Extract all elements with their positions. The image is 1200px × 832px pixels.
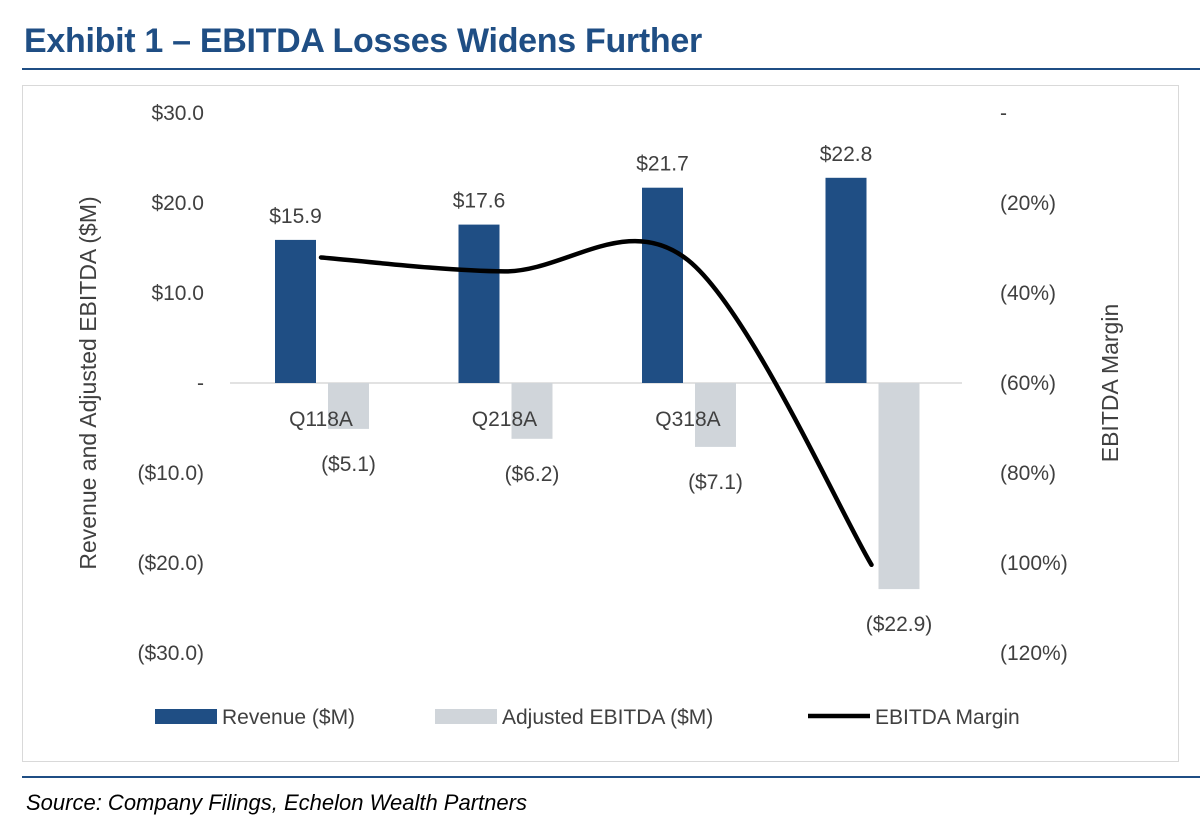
ebitda-bar bbox=[878, 383, 920, 590]
revenue-bar bbox=[642, 187, 683, 383]
y2-axis-title: EBITDA Margin bbox=[1097, 304, 1123, 463]
y-tick-label: ($10.0) bbox=[137, 462, 204, 485]
source-note: Source: Company Filings, Echelon Wealth … bbox=[26, 790, 527, 815]
ebitda-bar bbox=[695, 383, 736, 447]
y-tick-label: $30.0 bbox=[151, 102, 204, 125]
x-tick-label: Q318A bbox=[655, 408, 720, 431]
ebitda-bar bbox=[328, 383, 369, 429]
revenue-data-label: $22.8 bbox=[820, 143, 873, 166]
revenue-bar bbox=[275, 239, 316, 383]
y-tick-label: ($20.0) bbox=[137, 552, 204, 575]
ebitda-data-label: ($22.9) bbox=[866, 613, 933, 636]
ebitda-data-label: ($6.2) bbox=[505, 463, 560, 486]
y-tick-label: - bbox=[197, 372, 204, 395]
y2-tick-label: - bbox=[1000, 102, 1007, 125]
ebitda-margin-line bbox=[318, 238, 874, 568]
y-tick-label: ($30.0) bbox=[137, 642, 204, 665]
legend-label-ebitda: Adjusted EBITDA ($M) bbox=[502, 706, 713, 729]
title-rule bbox=[22, 68, 1200, 70]
revenue-data-label: $21.7 bbox=[636, 153, 689, 176]
y2-tick-label: (20%) bbox=[1000, 192, 1056, 215]
ebitda-data-label: ($7.1) bbox=[688, 471, 743, 494]
y2-tick-label: (80%) bbox=[1000, 462, 1056, 485]
revenue-data-label: $15.9 bbox=[269, 205, 322, 228]
chart-frame bbox=[22, 85, 1179, 762]
y2-tick-label: (60%) bbox=[1000, 372, 1056, 395]
y-tick-label: $10.0 bbox=[151, 282, 204, 305]
y-tick-label: $20.0 bbox=[151, 192, 204, 215]
legend-swatch-revenue bbox=[155, 709, 217, 724]
revenue-bar bbox=[825, 177, 867, 383]
exhibit-title: Exhibit 1 – EBITDA Losses Widens Further bbox=[24, 22, 702, 60]
legend-label-revenue: Revenue ($M) bbox=[222, 706, 355, 729]
y2-tick-label: (120%) bbox=[1000, 642, 1068, 665]
x-tick-label: Q118A bbox=[289, 408, 353, 431]
y2-tick-label: (40%) bbox=[1000, 282, 1056, 305]
ebitda-bar bbox=[511, 383, 553, 439]
revenue-bar bbox=[458, 224, 500, 383]
y2-tick-label: (100%) bbox=[1000, 552, 1068, 575]
legend-label-margin: EBITDA Margin bbox=[875, 706, 1020, 729]
revenue-data-label: $17.6 bbox=[453, 190, 506, 213]
legend-swatch-ebitda bbox=[435, 709, 497, 724]
y-axis-title: Revenue and Adjusted EBITDA ($M) bbox=[75, 196, 101, 569]
source-rule bbox=[22, 776, 1200, 778]
ebitda-data-label: ($5.1) bbox=[321, 453, 376, 476]
x-tick-label: Q218A bbox=[472, 408, 537, 431]
